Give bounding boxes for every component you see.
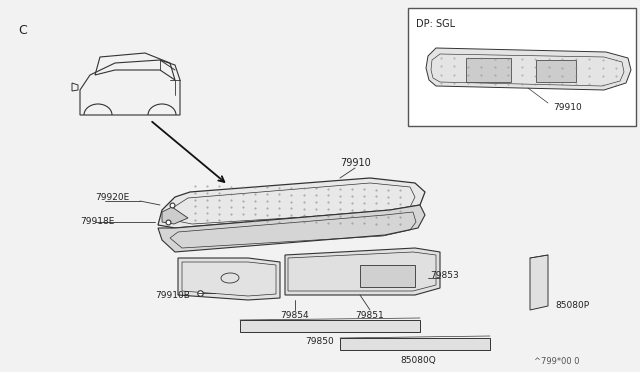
Text: 79918E: 79918E (80, 218, 115, 227)
Bar (408, 8, 636, 126)
Text: 79853: 79853 (430, 270, 459, 279)
Polygon shape (340, 338, 490, 350)
Polygon shape (530, 255, 548, 310)
Text: 79851: 79851 (355, 311, 384, 320)
Text: 79850: 79850 (305, 337, 333, 346)
Polygon shape (162, 207, 188, 224)
Text: 79854: 79854 (280, 311, 308, 320)
Text: 79910B: 79910B (155, 291, 190, 299)
Text: ^799*00 0: ^799*00 0 (534, 357, 580, 366)
Text: DP: SGL: DP: SGL (416, 19, 455, 29)
Polygon shape (178, 258, 280, 300)
Bar (466, 58, 511, 82)
Polygon shape (426, 48, 631, 90)
Text: 79910: 79910 (340, 158, 371, 168)
Polygon shape (240, 320, 420, 332)
Text: 85080Q: 85080Q (400, 356, 436, 365)
Text: C: C (18, 23, 27, 36)
Bar (360, 265, 415, 287)
Text: 79920E: 79920E (95, 193, 129, 202)
Bar (536, 60, 576, 82)
Polygon shape (158, 205, 425, 252)
Text: 85080P: 85080P (555, 301, 589, 310)
Polygon shape (158, 178, 425, 228)
Text: 79910: 79910 (553, 103, 582, 112)
Polygon shape (285, 248, 440, 295)
